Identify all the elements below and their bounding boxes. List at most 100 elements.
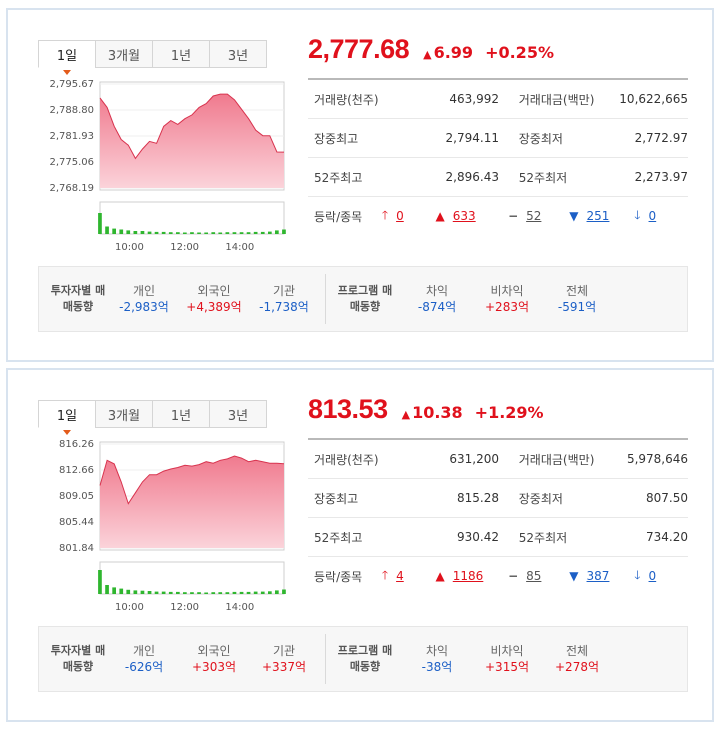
rise-count[interactable]: ▲ 1186 (436, 569, 493, 583)
fall-value[interactable]: 387 (586, 569, 610, 583)
tab-3month[interactable]: 3개월 (95, 40, 153, 68)
stat-row-volume: 거래량(천주) 631,200 거래대금(백만) 5,978,646 (308, 440, 688, 479)
program-non-arbitrage: 비차익 +315억 (472, 643, 542, 675)
program-trend-heading: 프로그램 매매동향 (337, 284, 393, 313)
fall-count[interactable]: ▼ 251 (569, 209, 618, 223)
x-tick-label: 10:00 (115, 602, 144, 613)
flat-count[interactable]: −85 (508, 569, 553, 583)
lower-limit-count[interactable]: 🡓 0 (634, 206, 672, 227)
lower-limit-arrow-icon: 🡓 (634, 567, 641, 582)
tab-3year[interactable]: 3년 (209, 400, 267, 428)
y-tick-label: 812.66 (59, 465, 94, 476)
volume-value: 463,992 (449, 92, 499, 106)
intraday-chart-svg: 2,795.67 2,788.80 2,781.93 2,775.06 2,768.19… (49, 79, 286, 253)
amount-label: 거래대금(백만) (518, 92, 595, 107)
investor-trend-heading: 투자자별 매매동향 (50, 644, 106, 673)
price-header: 813.53 ▲ 10.38 +1.29% (308, 394, 544, 434)
lower-limit-count[interactable]: 🡓 0 (634, 566, 672, 587)
y-tick-label: 2,781.93 (49, 131, 94, 142)
volume-bar (239, 591, 244, 594)
stat-row-day: 장중최고 815.28 장중최저 807.50 (308, 479, 688, 518)
wk52-low-value: 2,273.97 (634, 170, 689, 184)
rise-value[interactable]: 1186 (452, 569, 484, 583)
volume-bar (225, 232, 230, 234)
y-tick-label: 2,795.67 (49, 79, 94, 90)
wk52-high-value: 2,896.43 (445, 170, 499, 184)
wk52-low-label: 52주최저 (518, 170, 568, 185)
volume-bar (147, 591, 152, 594)
investor-individual: 개인 -2,983억 (109, 283, 179, 315)
flat-count[interactable]: −52 (508, 209, 553, 223)
nonarb-label: 비차익 (490, 644, 524, 658)
flat-value[interactable]: 85 (526, 569, 542, 583)
tab-1day[interactable]: 1일 (38, 400, 96, 435)
y-tick-label: 2,788.80 (49, 105, 94, 116)
intraday-chart[interactable]: 816.26 812.66 809.05 805.44 801.84 10:00 12:00… (38, 436, 288, 621)
investor-divider (325, 634, 326, 684)
tab-3year[interactable]: 3년 (209, 40, 267, 68)
tab-1year[interactable]: 1년 (152, 400, 210, 428)
upper-limit-count[interactable]: 🡑 4 (382, 566, 420, 587)
price-change: ▲ 10.38 (402, 403, 463, 422)
x-tick-label: 12:00 (170, 602, 199, 613)
updown-label: 등락/종목 (314, 569, 363, 584)
volume-bar (133, 590, 138, 594)
institution-label: 기관 (272, 644, 296, 658)
day-high-value: 2,794.11 (445, 131, 499, 145)
y-tick-label: 805.44 (59, 517, 94, 528)
program-total: 전체 -591억 (542, 283, 612, 315)
flat-dash-icon: − (508, 569, 519, 583)
fall-count[interactable]: ▼ 387 (569, 569, 618, 583)
tab-3month[interactable]: 3개월 (95, 400, 153, 428)
arb-value: -874억 (417, 300, 457, 314)
foreign-label: 외국인 (197, 284, 231, 298)
investor-trend-heading: 투자자별 매매동향 (50, 284, 106, 313)
foreign-label: 외국인 (197, 644, 231, 658)
kospi-panel: 1일 3개월 1년 3년 2,795.67 2,788.80 2,781.93 2,7… (6, 8, 714, 362)
foreign-value: +4,389억 (186, 300, 242, 314)
wk52-low-value: 734.20 (646, 530, 689, 544)
period-tabs: 1일 3개월 1년 3년 (38, 400, 267, 435)
upper-limit-value[interactable]: 4 (396, 569, 404, 583)
x-tick-label: 10:00 (115, 242, 144, 253)
volume-bar (232, 591, 237, 594)
lower-limit-arrow-icon: 🡓 (634, 207, 641, 222)
lower-limit-value[interactable]: 0 (648, 569, 657, 583)
volume-bar (268, 231, 272, 234)
arb-value: -38억 (421, 660, 453, 674)
wk52-low-label: 52주최저 (518, 530, 568, 545)
flat-value[interactable]: 52 (526, 209, 542, 223)
volume-bar (211, 592, 216, 594)
intraday-chart[interactable]: 2,795.67 2,788.80 2,781.93 2,775.06 2,768.19… (38, 76, 288, 261)
volume-bar (218, 232, 223, 234)
nonarb-value: +283억 (485, 300, 529, 314)
price-change-rate: +1.29% (474, 403, 544, 422)
fall-value[interactable]: 251 (586, 209, 610, 223)
current-price: 2,777.68 (308, 34, 410, 64)
tab-1day[interactable]: 1일 (38, 40, 96, 75)
volume-bar (275, 590, 279, 594)
stats-table: 거래량(천주) 463,992 거래대금(백만) 10,622,665 장중최고… (308, 78, 688, 235)
y-tick-label: 2,768.19 (49, 183, 94, 194)
rise-value[interactable]: 633 (452, 209, 476, 223)
upper-limit-count[interactable]: 🡑 0 (382, 206, 420, 227)
volume-bar (253, 231, 258, 234)
rise-count[interactable]: ▲ 633 (436, 209, 493, 223)
volume-bar (119, 229, 124, 234)
updown-row: 등락/종목 🡑 0 ▲ 633 −52 ▼ 251 🡓 0 (308, 197, 688, 235)
upper-limit-value[interactable]: 0 (396, 209, 404, 223)
program-total: 전체 +278억 (542, 643, 612, 675)
volume-bar (253, 591, 258, 594)
volume-bar (282, 589, 286, 594)
total-value: +278억 (555, 660, 599, 674)
volume-bar (119, 588, 124, 594)
amount-value: 5,978,646 (626, 452, 689, 466)
tab-1year[interactable]: 1년 (152, 40, 210, 68)
volume-bar (133, 231, 138, 234)
arb-label: 차익 (425, 284, 449, 298)
lower-limit-value[interactable]: 0 (648, 209, 657, 223)
amount-label: 거래대금(백만) (518, 452, 595, 467)
volume-bar (204, 232, 208, 234)
rise-triangle-icon: ▲ (435, 569, 445, 583)
investor-foreign: 외국인 +4,389억 (179, 283, 249, 315)
